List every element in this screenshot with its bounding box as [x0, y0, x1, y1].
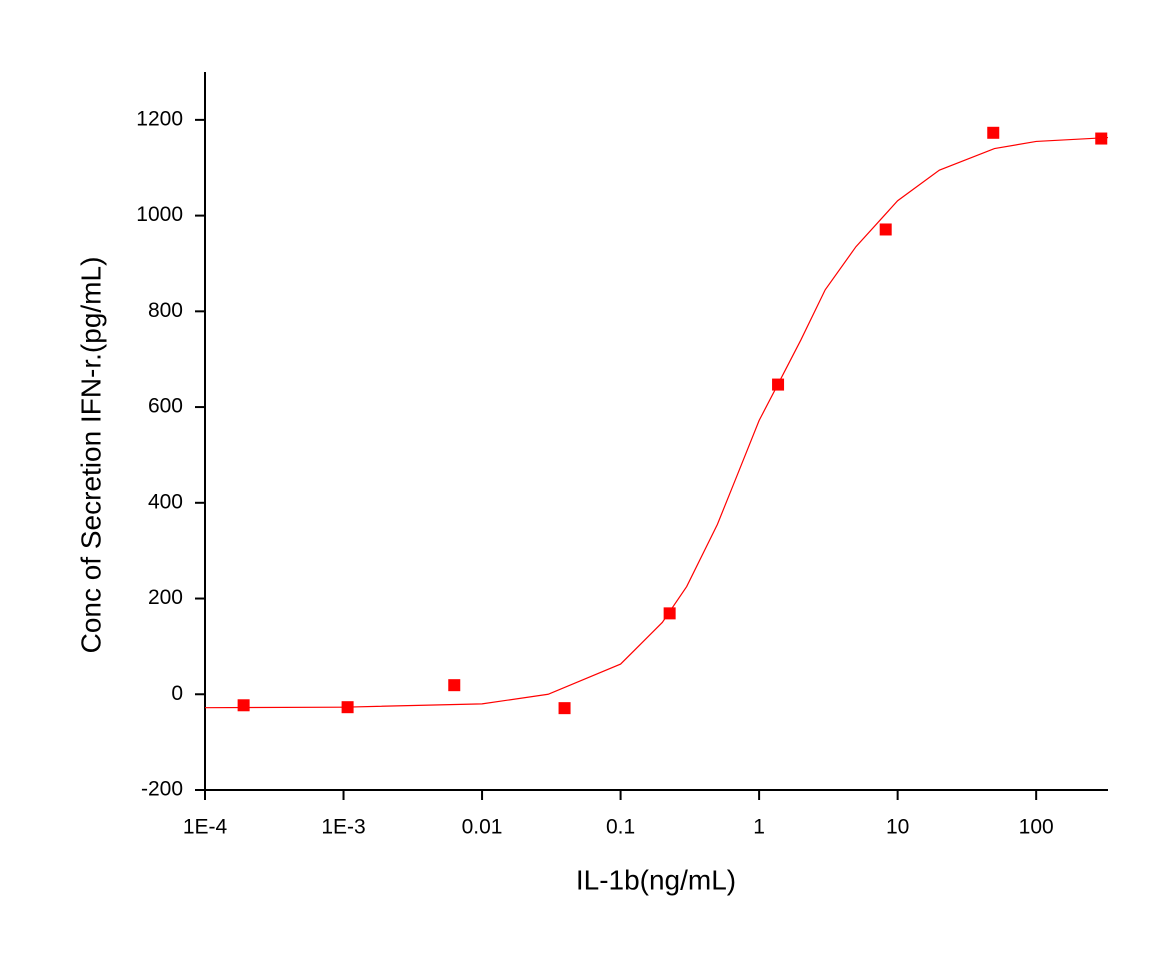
y-tick-label: 0 — [171, 682, 183, 705]
x-tick-label: 0.01 — [462, 816, 503, 839]
data-point — [987, 126, 1000, 139]
x-tick-label: 100 — [1019, 816, 1054, 839]
data-point — [558, 702, 571, 715]
data-point — [237, 699, 250, 712]
x-tick-label: 1E-4 — [183, 816, 228, 839]
x-tick-label: 0.1 — [606, 816, 635, 839]
x-axis-title: IL-1b(ng/mL) — [576, 864, 736, 895]
y-tick-label: 400 — [148, 490, 183, 513]
y-tick-label: 600 — [148, 395, 183, 418]
data-point — [879, 223, 892, 236]
data-point — [448, 679, 461, 692]
y-tick-label: 800 — [148, 299, 183, 322]
y-tick-label: 1200 — [136, 107, 183, 130]
x-tick-label: 10 — [886, 816, 909, 839]
x-tick-label: 1 — [753, 816, 765, 839]
y-tick-label: 1000 — [136, 203, 183, 226]
y-tick-label: 200 — [148, 586, 183, 609]
y-axis-title: Conc of Secretion IFN-r.(pg/mL) — [75, 257, 106, 654]
fit-curve — [204, 136, 1109, 709]
x-tick-label: 1E-3 — [321, 816, 365, 839]
y-tick-label: -200 — [141, 778, 183, 801]
